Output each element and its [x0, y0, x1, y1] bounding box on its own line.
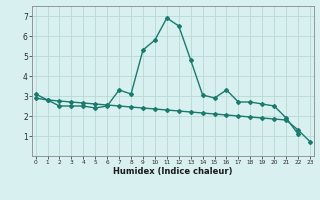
X-axis label: Humidex (Indice chaleur): Humidex (Indice chaleur) [113, 167, 233, 176]
